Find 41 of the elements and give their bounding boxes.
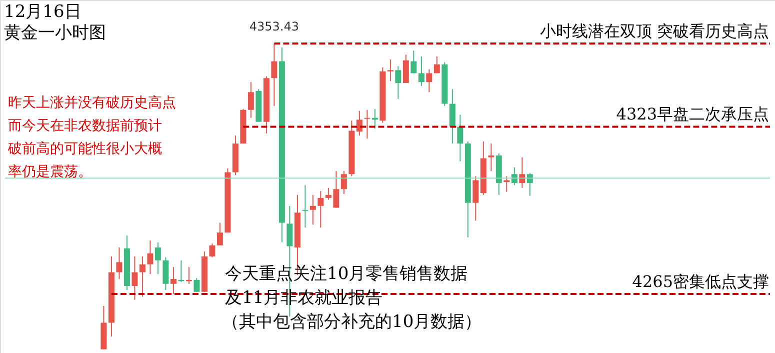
candlestick (402, 54, 409, 84)
candlestick (318, 190, 324, 228)
candlestick (356, 110, 362, 136)
candlestick (364, 109, 370, 140)
candlestick (488, 143, 494, 172)
candlestick (526, 172, 533, 196)
candlestick (248, 82, 254, 118)
candlestick (418, 56, 424, 87)
chart-title: 12月16日 (4, 2, 82, 22)
ref-line-label: 4323早盘二次承压点 (616, 104, 769, 124)
candlestick (511, 166, 518, 186)
candlestick (116, 247, 122, 280)
candlestick (194, 278, 200, 292)
candlestick (434, 56, 440, 74)
candlestick (209, 243, 216, 258)
candlestick (426, 68, 432, 93)
candlestick (132, 256, 138, 300)
candlestick (395, 66, 402, 100)
candlestick (449, 88, 456, 144)
candlestick (519, 156, 526, 188)
text: 4353.43 (249, 20, 299, 34)
annotation: 昨天上涨并没有破历史高点而今天在非农数据前预计破前高的可能性很小大概率仍是震荡。 (7, 95, 176, 180)
candlestick (302, 184, 308, 228)
candlestick (139, 256, 146, 298)
candlestick (387, 58, 394, 82)
candlestick (472, 176, 479, 222)
candlestick (340, 170, 347, 194)
candlestick (216, 222, 223, 246)
candlestick (170, 266, 176, 294)
candlestick (271, 43, 278, 106)
candlestick (504, 176, 510, 192)
candlestick (457, 114, 464, 162)
candlestick (154, 242, 161, 275)
chart-subtitle: 黄金一小时图 (4, 23, 106, 43)
candlestick (147, 240, 154, 275)
annotation: （其中包含部分补充的10月数据） (222, 312, 482, 332)
candlestick (310, 194, 316, 226)
candlestick (410, 50, 417, 74)
ref-line-label: 小时线潜在双顶 突破看历史高点 (540, 22, 769, 41)
candlestick (162, 256, 169, 291)
ref-line-label: 4265密集低点支撑 (632, 272, 769, 291)
